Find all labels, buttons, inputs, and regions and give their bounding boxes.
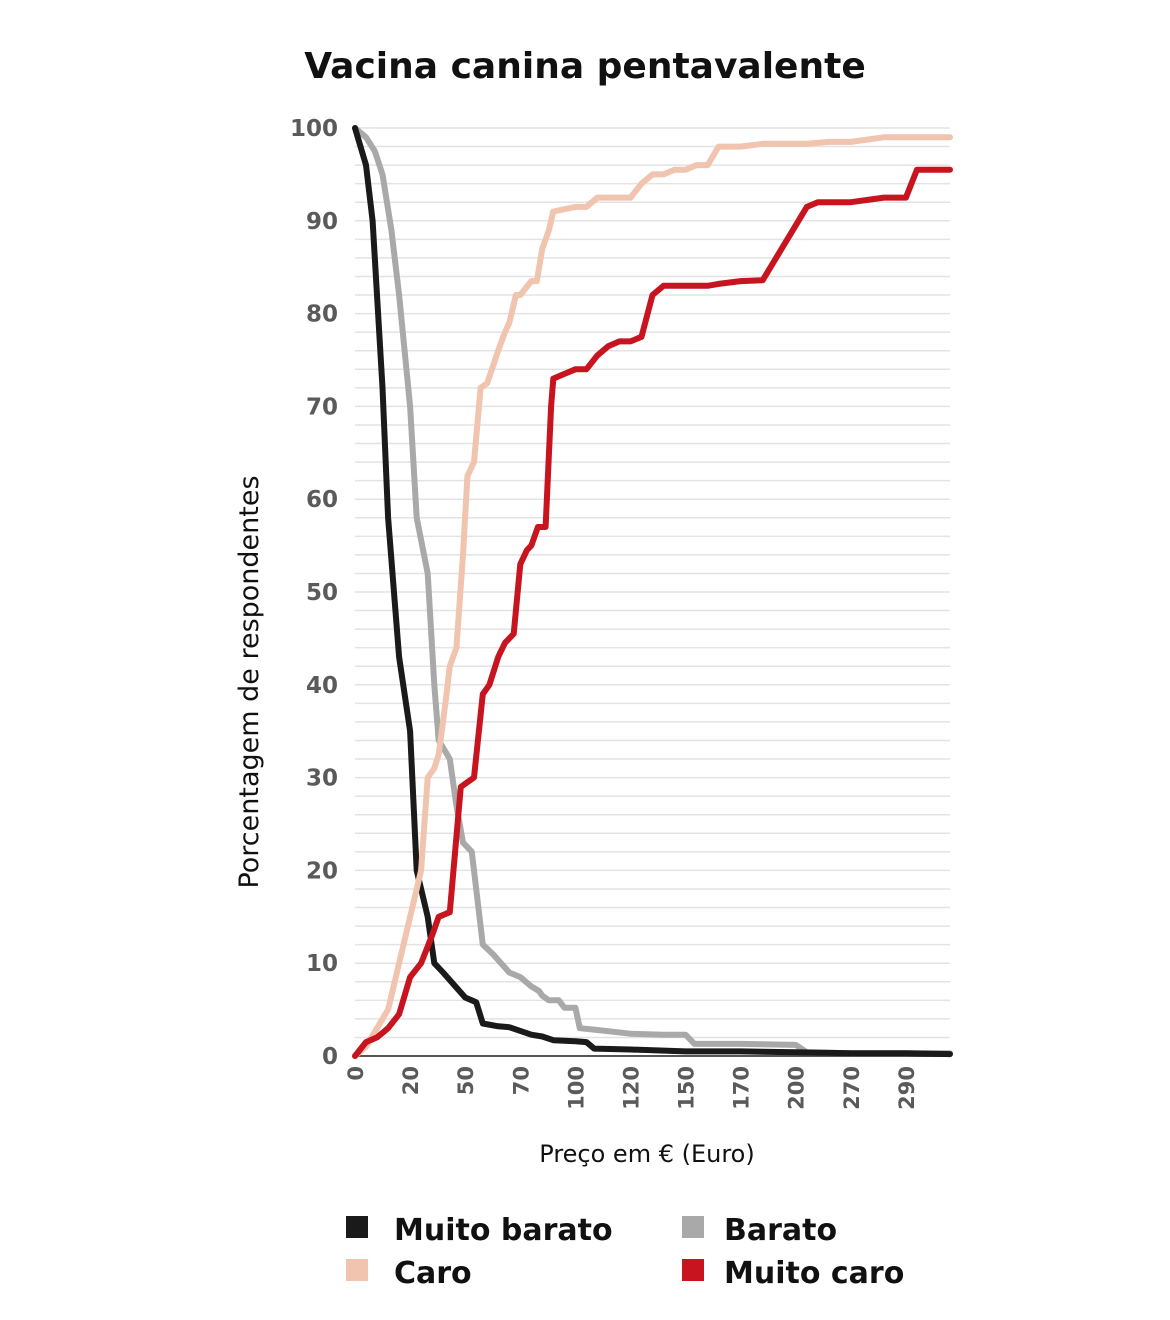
x-tick-label: 200 <box>785 1066 809 1110</box>
x-tick-label: 50 <box>454 1066 478 1095</box>
x-axis-label: Preço em € (Euro) <box>539 1140 754 1168</box>
y-tick-label: 20 <box>306 858 338 884</box>
series-line-caro <box>352 134 953 1059</box>
legend-label-barato: Barato <box>724 1213 837 1248</box>
legend-label-caro: Caro <box>394 1256 472 1291</box>
x-tick-label: 290 <box>895 1066 919 1110</box>
legend-swatch-barato <box>682 1216 704 1238</box>
x-tick-label: 120 <box>619 1066 643 1110</box>
y-tick-label: 70 <box>306 394 338 420</box>
y-axis-label: Porcentagem de respondentes <box>234 475 265 888</box>
x-tick-label: 170 <box>730 1066 754 1110</box>
y-tick-label: 10 <box>306 951 338 977</box>
y-tick-label: 60 <box>306 487 338 513</box>
x-tick-label: 150 <box>675 1066 699 1110</box>
series-line-barato <box>352 125 953 1057</box>
legend-swatch-caro <box>346 1259 368 1281</box>
series-lines <box>352 125 953 1059</box>
y-tick-label: 40 <box>306 673 338 699</box>
legend-item-muito-caro: Muito caro <box>682 1256 904 1291</box>
legend-item-caro: Caro <box>346 1256 472 1291</box>
series-line-muito-barato <box>352 125 953 1058</box>
y-tick-label: 50 <box>306 580 338 606</box>
x-axis-ticks: 0 20 50 70 100 120 150 170 200 270 290 <box>344 1066 919 1110</box>
legend-swatch-muito-caro <box>682 1259 704 1281</box>
legend-swatch-muito-barato <box>346 1216 368 1238</box>
y-tick-label: 0 <box>322 1044 338 1070</box>
legend-label-muito-caro: Muito caro <box>724 1256 904 1291</box>
x-tick-label: 70 <box>509 1066 533 1095</box>
legend-label-muito-barato: Muito barato <box>394 1213 613 1248</box>
y-axis-ticks: 0 10 20 30 40 50 60 70 80 90 100 <box>290 116 338 1070</box>
series-line-muito-caro <box>352 166 953 1059</box>
x-tick-label: 20 <box>399 1066 423 1095</box>
legend: Muito barato Barato Caro Muito caro <box>346 1213 904 1291</box>
x-tick-label: 100 <box>564 1066 588 1110</box>
x-tick-label: 270 <box>840 1066 864 1110</box>
legend-item-muito-barato: Muito barato <box>346 1213 613 1248</box>
x-tick-label: 0 <box>344 1066 368 1081</box>
y-tick-label: 90 <box>306 209 338 235</box>
legend-item-barato: Barato <box>682 1213 837 1248</box>
grid-lines <box>355 127 950 1039</box>
chart-title: Vacina canina pentavalente <box>304 46 865 87</box>
y-tick-label: 100 <box>290 116 338 142</box>
y-tick-label: 30 <box>306 766 338 792</box>
y-tick-label: 80 <box>306 302 338 328</box>
